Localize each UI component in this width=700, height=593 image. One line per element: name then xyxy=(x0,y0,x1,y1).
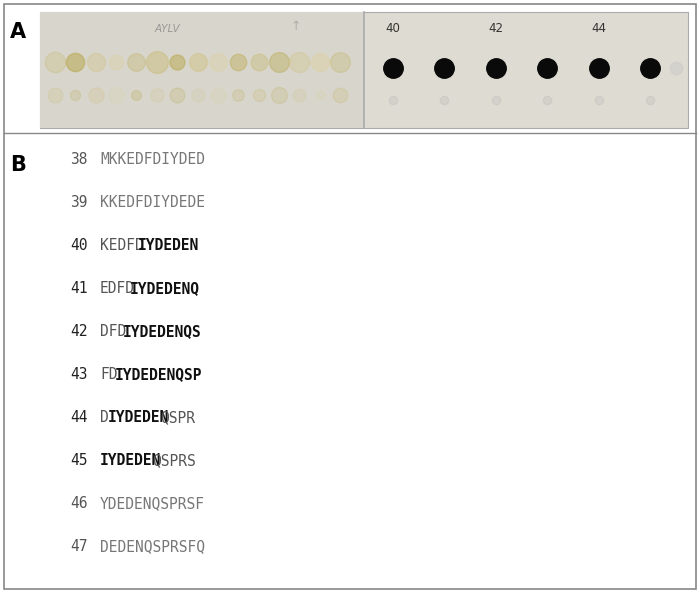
Text: KKEDFDIYDEDE: KKEDFDIYDEDE xyxy=(100,195,205,210)
Text: IYDEDEN: IYDEDEN xyxy=(137,238,199,253)
Text: 41: 41 xyxy=(71,281,88,296)
Text: 45: 45 xyxy=(71,453,88,468)
Text: YDEDENQSPRSF: YDEDENQSPRSF xyxy=(100,496,205,511)
Text: IYDEDENQS: IYDEDENQS xyxy=(122,324,202,339)
Bar xyxy=(40,12,364,128)
Text: MKKEDFDIYDED: MKKEDFDIYDED xyxy=(100,152,205,167)
Text: 42: 42 xyxy=(71,324,88,339)
Text: D: D xyxy=(100,410,108,425)
Text: 39: 39 xyxy=(71,195,88,210)
Text: IYDEDENQSP: IYDEDENQSP xyxy=(115,367,202,382)
Text: IYDEDEN: IYDEDEN xyxy=(108,410,169,425)
Text: 38: 38 xyxy=(71,152,88,167)
Text: A: A xyxy=(10,22,26,42)
Text: 44: 44 xyxy=(591,22,606,35)
Text: 46: 46 xyxy=(71,496,88,511)
Text: DFD: DFD xyxy=(100,324,126,339)
Text: QSPRS: QSPRS xyxy=(153,453,196,468)
Text: FD: FD xyxy=(100,367,118,382)
Text: 43: 43 xyxy=(71,367,88,382)
Text: 42: 42 xyxy=(489,22,503,35)
Text: 40: 40 xyxy=(386,22,400,35)
Text: B: B xyxy=(10,155,26,175)
Bar xyxy=(40,12,688,128)
Text: IYDEDEN: IYDEDEN xyxy=(100,453,161,468)
Text: 40: 40 xyxy=(71,238,88,253)
Text: 44: 44 xyxy=(71,410,88,425)
Text: DEDENQSPRSFQ: DEDENQSPRSFQ xyxy=(100,539,205,554)
Text: ↑: ↑ xyxy=(290,20,300,33)
Text: IYDEDENQ: IYDEDENQ xyxy=(130,281,200,296)
Text: AYLV: AYLV xyxy=(155,24,181,34)
Text: 47: 47 xyxy=(71,539,88,554)
Text: QSPR: QSPR xyxy=(160,410,195,425)
Text: KEDFD: KEDFD xyxy=(100,238,144,253)
Text: EDFD: EDFD xyxy=(100,281,135,296)
